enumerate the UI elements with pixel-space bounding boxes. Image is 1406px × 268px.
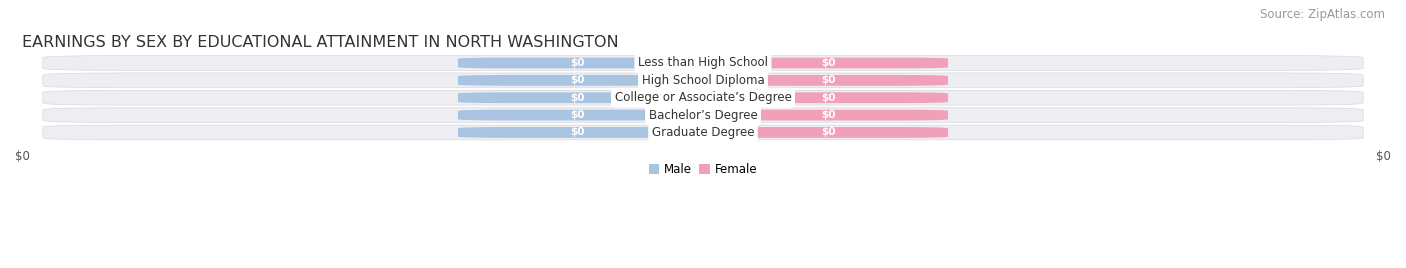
FancyBboxPatch shape: [42, 108, 1364, 122]
FancyBboxPatch shape: [458, 75, 696, 86]
Text: Graduate Degree: Graduate Degree: [652, 126, 754, 139]
Text: $0: $0: [821, 110, 837, 120]
FancyBboxPatch shape: [42, 90, 1364, 105]
Text: $0: $0: [821, 93, 837, 103]
Legend: Male, Female: Male, Female: [644, 158, 762, 181]
FancyBboxPatch shape: [710, 92, 948, 103]
Text: Less than High School: Less than High School: [638, 57, 768, 69]
FancyBboxPatch shape: [710, 75, 948, 86]
FancyBboxPatch shape: [458, 92, 696, 103]
FancyBboxPatch shape: [710, 58, 948, 68]
FancyBboxPatch shape: [42, 125, 1364, 140]
FancyBboxPatch shape: [458, 110, 696, 120]
FancyBboxPatch shape: [458, 127, 696, 138]
FancyBboxPatch shape: [42, 55, 1364, 70]
Text: $0: $0: [569, 128, 585, 137]
Text: $0: $0: [569, 110, 585, 120]
Text: $0: $0: [821, 128, 837, 137]
Text: $0: $0: [821, 58, 837, 68]
Text: Bachelor’s Degree: Bachelor’s Degree: [648, 109, 758, 122]
FancyBboxPatch shape: [710, 127, 948, 138]
FancyBboxPatch shape: [42, 73, 1364, 88]
Text: College or Associate’s Degree: College or Associate’s Degree: [614, 91, 792, 104]
FancyBboxPatch shape: [710, 110, 948, 120]
Text: $0: $0: [821, 75, 837, 85]
Text: Source: ZipAtlas.com: Source: ZipAtlas.com: [1260, 8, 1385, 21]
Text: EARNINGS BY SEX BY EDUCATIONAL ATTAINMENT IN NORTH WASHINGTON: EARNINGS BY SEX BY EDUCATIONAL ATTAINMEN…: [22, 35, 619, 50]
FancyBboxPatch shape: [458, 58, 696, 68]
Text: $0: $0: [569, 93, 585, 103]
Text: $0: $0: [569, 58, 585, 68]
Text: $0: $0: [569, 75, 585, 85]
Text: High School Diploma: High School Diploma: [641, 74, 765, 87]
